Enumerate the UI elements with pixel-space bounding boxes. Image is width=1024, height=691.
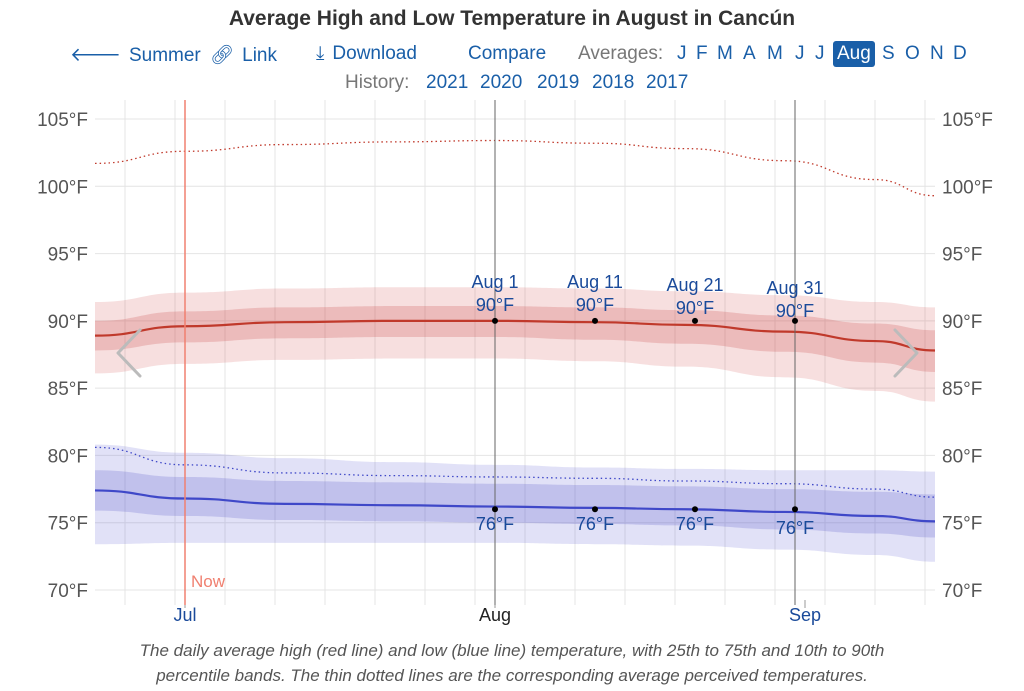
month-oct[interactable]: O [905, 43, 920, 64]
chart-caption: The daily average high (red line) and lo… [0, 638, 1024, 688]
annotation-date-label: Aug 31 [766, 278, 823, 298]
low-point [792, 506, 798, 513]
annotation-low-label: 76°F [776, 518, 814, 538]
link-label: Link [242, 45, 277, 66]
history-year-2020[interactable]: 2020 [480, 72, 523, 93]
low-point [692, 506, 698, 513]
page-title: Average High and Low Temperature in Augu… [228, 7, 796, 30]
y-tick-label-left: 70°F [48, 581, 88, 602]
caption-line-2: percentile bands. The thin dotted lines … [156, 666, 868, 685]
annotation-high-label: 90°F [576, 295, 614, 315]
annotation-low-label: 76°F [676, 514, 714, 534]
high-10-90-band [95, 287, 935, 402]
y-tick-label-left: 90°F [48, 312, 88, 333]
arrow-left-icon: 🡐 [70, 45, 121, 66]
perceived-high-line [94, 139, 936, 197]
y-tick-label-left: 85°F [48, 379, 88, 400]
high-point [692, 317, 698, 324]
month-apr[interactable]: A [743, 43, 756, 64]
annotation-high-label: 90°F [676, 298, 714, 318]
high-point [592, 317, 598, 324]
y-tick-label-right: 95°F [942, 245, 982, 266]
y-tick-label-right: 85°F [942, 379, 982, 400]
high-point [492, 317, 498, 324]
x-tick-label: Sep [789, 605, 821, 625]
month-dec[interactable]: D [953, 43, 967, 64]
history-year-2017[interactable]: 2017 [646, 72, 689, 93]
perceived-low-line [94, 446, 936, 498]
y-tick-label-left: 105°F [37, 110, 88, 131]
low-point [492, 506, 498, 513]
x-tick-label: Aug [479, 605, 511, 625]
high-point [792, 317, 798, 324]
averages-label: Averages: [578, 43, 664, 64]
y-tick-label-right: 105°F [942, 110, 993, 131]
annotation-low-label: 76°F [576, 514, 614, 534]
annotation-low-label: 76°F [476, 514, 514, 534]
now-label: Now [191, 572, 226, 591]
download-icon: ⤓ [316, 43, 325, 64]
compare-link[interactable]: Compare [468, 43, 547, 64]
link-icon: 🔗︎ [210, 45, 235, 66]
average-high-line [94, 319, 936, 352]
download-label: Download [332, 43, 417, 64]
average-low-line [94, 489, 936, 523]
month-sep[interactable]: S [882, 43, 895, 64]
month-jan[interactable]: J [677, 43, 687, 64]
month-mar[interactable]: M [717, 43, 733, 64]
annotation-high-label: 90°F [776, 301, 814, 321]
y-tick-label-left: 75°F [48, 514, 88, 535]
history-bar: History: 2021 2020 2019 2018 2017 [0, 72, 1024, 98]
y-tick-label-right: 80°F [942, 446, 982, 467]
y-tick-label-right: 75°F [942, 514, 982, 535]
summer-label: Summer [128, 45, 201, 66]
y-tick-label-left: 95°F [48, 245, 88, 266]
y-tick-label-right: 100°F [942, 177, 993, 198]
y-tick-label-left: 80°F [48, 446, 88, 467]
month-jul[interactable]: J [815, 43, 825, 64]
history-year-2018[interactable]: 2018 [592, 72, 635, 93]
caption-line-1: The daily average high (red line) and lo… [139, 641, 885, 660]
chevron-right-icon[interactable] [893, 328, 919, 378]
summer-link[interactable]: 🡐 Summer [70, 43, 201, 67]
month-nov[interactable]: N [930, 43, 944, 64]
temperature-chart: 70°F 70°F 75°F 75°F 80°F 80°F 85°F 85°F 90°F 90°F… [37, 100, 993, 625]
history-year-2021[interactable]: 2021 [426, 72, 469, 93]
month-aug-selected[interactable]: Aug [833, 41, 875, 67]
history-year-2019[interactable]: 2019 [537, 72, 580, 93]
month-may[interactable]: M [767, 43, 783, 64]
chevron-left-icon[interactable] [116, 328, 142, 378]
download-button[interactable]: ⤓ Download [316, 43, 417, 65]
link-button[interactable]: 🔗︎ Link [210, 43, 277, 67]
x-tick-label: Jul [173, 605, 196, 625]
month-jun[interactable]: J [795, 43, 805, 64]
low-point [592, 506, 598, 513]
nav-bar: 🡐 Summer 🔗︎ Link ⤓ Download Compare Average… [0, 40, 1024, 68]
history-label: History: [345, 72, 410, 93]
annotation-high-label: 90°F [476, 295, 514, 315]
annotation-date-label: Aug 11 [567, 272, 623, 292]
y-tick-label-right: 90°F [942, 312, 982, 333]
annotation-date-label: Aug 21 [666, 275, 723, 295]
y-tick-label-right: 70°F [942, 581, 982, 602]
annotation-date-label: Aug 1 [471, 272, 518, 292]
low-25-75-band [95, 470, 935, 538]
low-10-90-band [95, 444, 935, 562]
month-feb[interactable]: F [696, 43, 708, 64]
y-tick-label-left: 100°F [37, 177, 88, 198]
